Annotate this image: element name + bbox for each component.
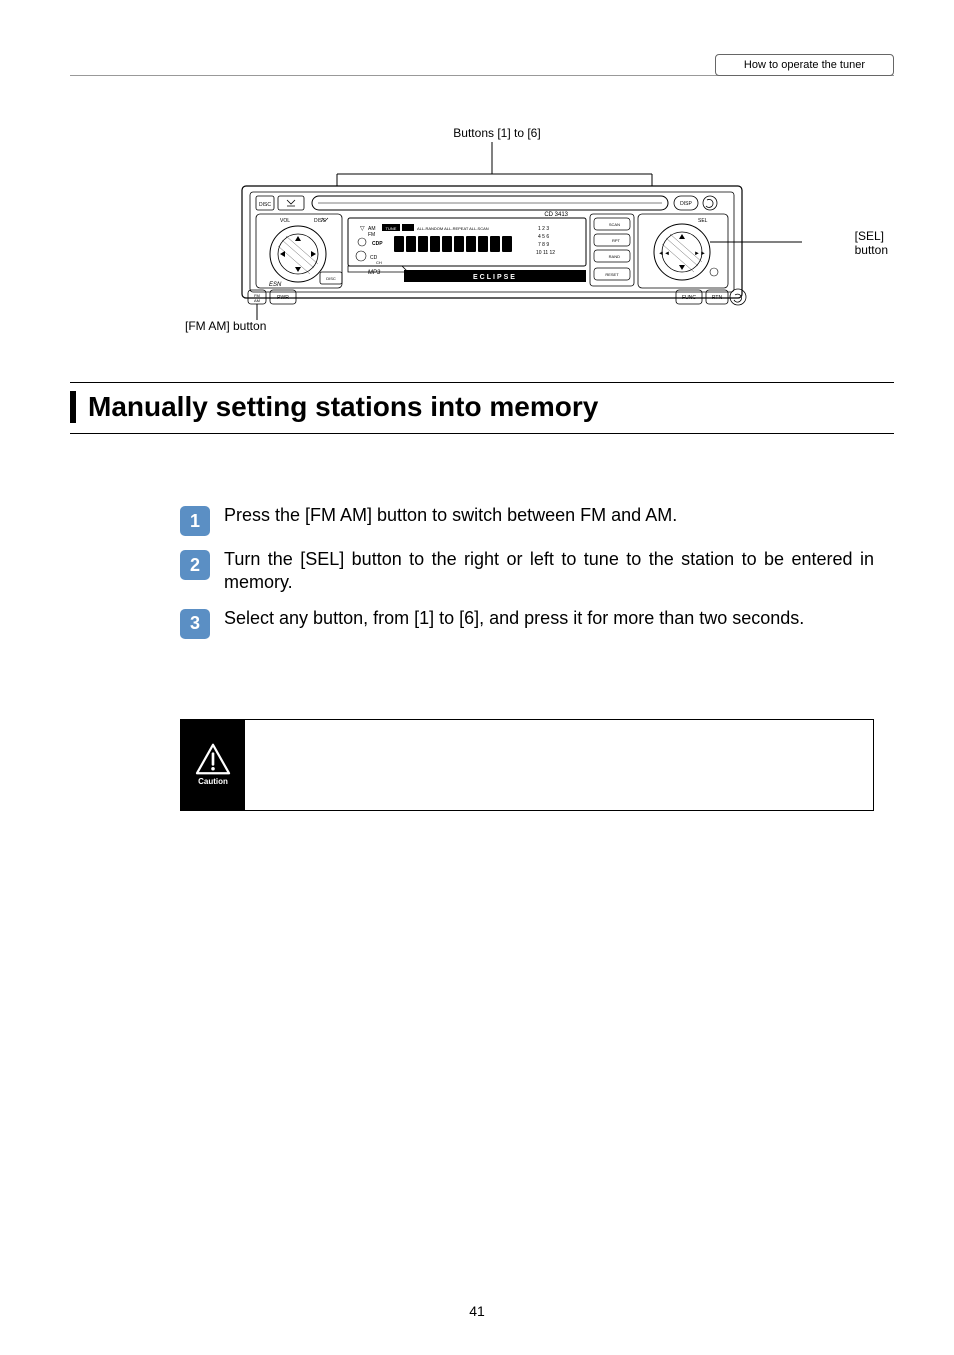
svg-text:ECLIPSE: ECLIPSE (473, 274, 517, 281)
step-number: 3 (180, 609, 210, 639)
caution-label: Caution (198, 777, 228, 786)
fm-am-button-label: [FM AM] button (185, 319, 266, 333)
step-number: 1 (180, 506, 210, 536)
svg-text:10 11 12: 10 11 12 (536, 250, 555, 256)
car-stereo-illustration: DISC DISP VOL DISC (162, 142, 802, 322)
svg-text:PWR: PWR (277, 295, 289, 301)
header-rule: How to operate the tuner (70, 50, 894, 76)
svg-text:SEL: SEL (698, 218, 708, 224)
svg-text:DISC: DISC (326, 276, 336, 281)
svg-text:AM: AM (254, 298, 260, 303)
step-text: Turn the [SEL] button to the right or le… (224, 548, 874, 595)
step-number: 2 (180, 550, 210, 580)
svg-text:DISP: DISP (680, 201, 692, 207)
step-3: 3 Select any button, from [1] to [6], an… (180, 607, 874, 639)
svg-text:DISC: DISC (314, 218, 326, 224)
svg-text:MP3: MP3 (368, 270, 381, 276)
svg-text:DISC: DISC (259, 202, 271, 208)
svg-text:►►: ►► (694, 251, 706, 257)
svg-text:TUNE: TUNE (386, 226, 397, 231)
svg-text:RESET: RESET (605, 272, 619, 277)
page-number: 41 (0, 1303, 954, 1319)
svg-text:▽: ▽ (360, 226, 365, 232)
svg-text:1 2 3: 1 2 3 (538, 226, 549, 232)
svg-text:ESN: ESN (269, 282, 282, 288)
step-2: 2 Turn the [SEL] button to the right or … (180, 548, 874, 595)
svg-text:FUNC: FUNC (682, 295, 696, 301)
section-title-box: How to operate the tuner (715, 54, 894, 76)
step-text: Select any button, from [1] to [6], and … (224, 607, 874, 630)
section-title: How to operate the tuner (744, 59, 865, 71)
svg-text:RAND: RAND (609, 254, 620, 259)
warning-icon (195, 743, 231, 775)
svg-text:CH: CH (376, 260, 382, 265)
svg-text:ALL-RANDOM ALL-REPEAT ALL-SCAN: ALL-RANDOM ALL-REPEAT ALL-SCAN (417, 226, 489, 231)
svg-text:VOL: VOL (280, 218, 290, 224)
caution-box: Caution (180, 719, 874, 811)
buttons-label: Buttons [1] to [6] (453, 126, 540, 140)
svg-text:RTN: RTN (712, 295, 723, 301)
svg-text:FM: FM (368, 232, 375, 238)
heading-text: Manually setting stations into memory (88, 391, 894, 423)
step-1: 1 Press the [FM AM] button to switch bet… (180, 504, 874, 536)
section-heading: Manually setting stations into memory (70, 382, 894, 434)
steps-list: 1 Press the [FM AM] button to switch bet… (70, 504, 894, 639)
svg-text:7 8 9: 7 8 9 (538, 242, 549, 248)
svg-text:SCAN: SCAN (609, 222, 620, 227)
svg-text:CD 3413: CD 3413 (544, 212, 568, 218)
caution-icon-panel: Caution (181, 720, 245, 810)
svg-text:RPT: RPT (612, 238, 621, 243)
svg-text:◄◄: ◄◄ (658, 251, 670, 257)
svg-text:4 5 6: 4 5 6 (538, 234, 549, 240)
sel-button-label: [SEL] button (855, 229, 888, 258)
device-diagram: Buttons [1] to [6] DISC DISP (70, 124, 894, 322)
svg-text:CDP: CDP (372, 241, 383, 247)
step-text: Press the [FM AM] button to switch betwe… (224, 504, 874, 527)
